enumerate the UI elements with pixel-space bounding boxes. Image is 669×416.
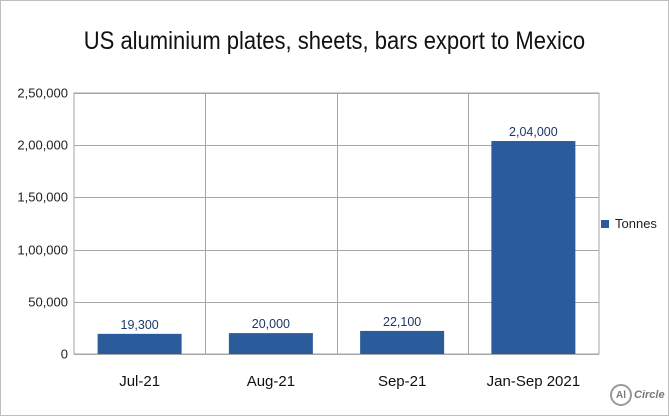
labels: 0 50,000 1,00,000 1,50,000 2,00,000 2,50,000 1…: [17, 86, 580, 391]
x-tick-label: Sep-21: [378, 373, 426, 390]
data-label: 2,04,000: [509, 125, 558, 139]
logo-mark: Al: [610, 384, 632, 406]
bar: [97, 333, 182, 354]
legend-label-tonnes: Tonnes: [615, 216, 657, 231]
data-label: 22,100: [383, 315, 421, 329]
bars: [97, 141, 576, 354]
logo-text: Circle: [634, 389, 665, 401]
y-tick-label: 2,00,000: [17, 138, 68, 153]
alcircle-logo: Al Circle: [610, 384, 665, 406]
chart-title: US aluminium plates, sheets, bars export…: [83, 27, 586, 55]
bar: [360, 330, 445, 354]
bar: [228, 333, 313, 354]
x-tick-label: Jan-Sep 2021: [487, 373, 580, 390]
grid-lines: [73, 92, 600, 355]
x-tick-label: Aug-21: [247, 373, 295, 390]
bar: [491, 141, 576, 354]
data-label: 19,300: [121, 318, 159, 332]
y-tick-label: 2,50,000: [17, 86, 68, 101]
x-tick-label: Jul-21: [119, 373, 160, 390]
y-tick-label: 50,000: [28, 295, 68, 310]
y-tick-label: 1,00,000: [17, 243, 68, 258]
legend: Tonnes: [601, 216, 657, 231]
y-tick-label: 1,50,000: [17, 190, 68, 205]
legend-swatch: [601, 219, 609, 228]
data-label: 20,000: [252, 317, 290, 331]
y-tick-label: 0: [61, 347, 68, 362]
